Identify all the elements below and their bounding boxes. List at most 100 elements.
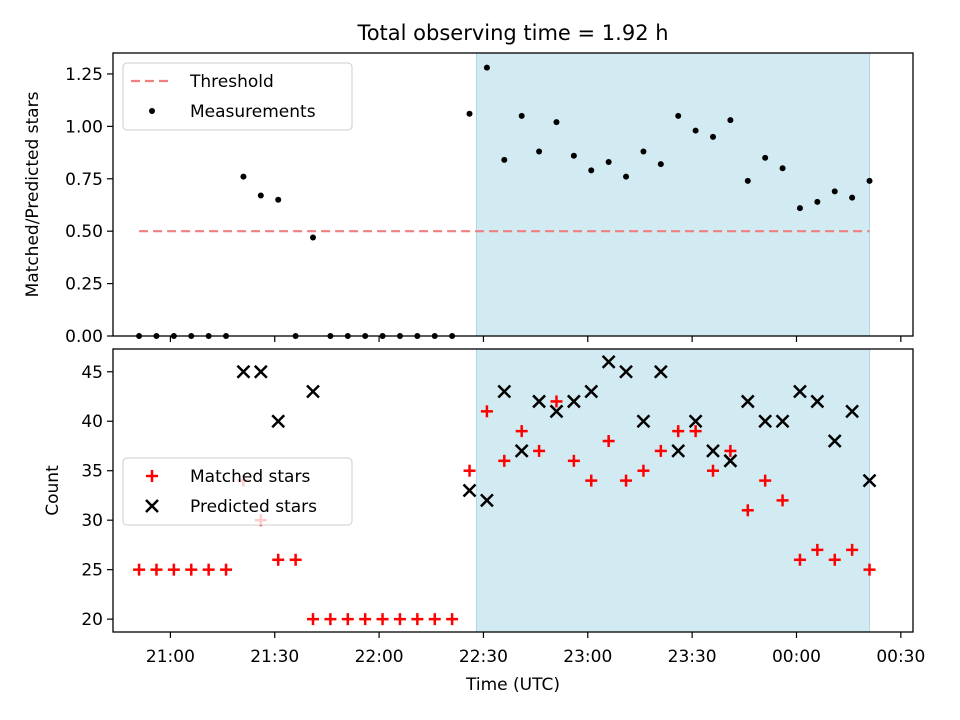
matched-star-marker [533, 444, 546, 457]
measurement-point [849, 194, 856, 201]
x-tick-label: 21:00 [146, 647, 195, 667]
measurement-point [727, 117, 734, 124]
measurement-point [483, 64, 490, 71]
top-panel: 0.00 0.25 0.50 0.75 1.00 1.25 Matched/Predicte… [23, 52, 914, 347]
measurement-point [831, 188, 838, 195]
matched-star-marker [289, 553, 302, 566]
legend-label: Measurements [190, 102, 316, 122]
predicted-star-marker [480, 493, 494, 508]
matched-star-marker [167, 563, 180, 576]
matched-star-marker [620, 474, 633, 487]
predicted-star-marker [306, 384, 320, 399]
marker-stroke [636, 414, 651, 429]
x-tick-label: 23:30 [668, 647, 717, 667]
predicted-star-marker [827, 434, 842, 448]
matched-star-marker [654, 444, 667, 457]
x-tick-label: 21:30 [250, 647, 299, 667]
y-axis-label: Count [43, 465, 63, 516]
marker-stroke [497, 384, 512, 399]
matched-star-marker [759, 474, 772, 487]
matched-star-marker [341, 613, 354, 626]
predicted-star-marker [514, 444, 529, 458]
x-axis-label: Time (UTC) [465, 675, 560, 695]
y-tick-label: 0.50 [65, 222, 103, 242]
marker-stroke [253, 364, 268, 379]
marker-stroke [619, 364, 633, 379]
measurement-point [796, 205, 803, 212]
y-tick-label: 0.00 [65, 327, 103, 347]
marker-stroke [740, 394, 755, 409]
measurement-point [257, 192, 264, 199]
marker-stroke [514, 444, 529, 458]
predicted-star-marker [236, 364, 251, 379]
matched-star-marker [689, 425, 702, 438]
predicted-star-marker [793, 384, 807, 399]
matched-star-marker [637, 464, 650, 477]
legend-label: Threshold [189, 72, 274, 92]
measurement-point [623, 173, 630, 180]
matched-star-marker [828, 553, 841, 566]
measurement-point [466, 110, 473, 117]
marker-stroke [566, 394, 581, 409]
measurement-point [518, 112, 525, 119]
marker-stroke [862, 473, 877, 488]
observing-window-shade [475, 52, 871, 337]
matched-star-marker [307, 613, 319, 626]
matched-star-marker [220, 563, 233, 576]
marker-stroke [549, 404, 564, 419]
predicted-star-marker [706, 444, 720, 458]
predicted-star-marker [653, 364, 668, 379]
axes-frame [112, 52, 914, 337]
measurement-point [240, 173, 247, 180]
matched-star-marker [133, 563, 146, 576]
marker-stroke [688, 414, 703, 429]
predicted-star-marker [271, 414, 286, 429]
measurement-point [779, 165, 786, 172]
matched-star-marker [707, 464, 719, 477]
y-tick-label: 20 [81, 610, 103, 630]
matched-star-marker [811, 543, 824, 556]
legend-predicted-swatch [145, 499, 159, 513]
marker-stroke [775, 414, 790, 429]
marker-stroke [793, 384, 807, 399]
y-tick-label: 30 [81, 511, 103, 531]
measurement-point [866, 177, 873, 184]
marker-stroke [601, 354, 616, 369]
matched-star-marker [672, 425, 685, 438]
predicted-star-marker [619, 364, 633, 379]
x-tick-label: 23:00 [563, 647, 612, 667]
measurement-point [675, 112, 682, 119]
matched-star-marker [480, 405, 493, 418]
legend-measurement-swatch [149, 108, 155, 114]
x-tick-label: 00:30 [876, 647, 925, 667]
marker-stroke [845, 404, 860, 419]
y-tick-label: 0.25 [65, 275, 103, 295]
legend-box [122, 457, 353, 526]
matched-star-marker [498, 454, 511, 467]
measurement-point [814, 198, 821, 205]
marker-stroke [653, 364, 668, 379]
predicted-star-marker [532, 394, 546, 409]
predicted-star-marker [688, 414, 703, 429]
measurement-point [553, 119, 560, 126]
matched-star-marker [150, 563, 163, 576]
marker-stroke [810, 394, 825, 409]
measurement-point [570, 152, 577, 159]
matched-star-marker [411, 613, 424, 626]
legend-label: Matched stars [190, 467, 310, 487]
measurement-point [692, 127, 699, 134]
matched-star-marker [724, 444, 737, 457]
y-tick-label: 45 [81, 363, 103, 383]
observing-window-shade [475, 348, 871, 633]
marker-stroke [723, 453, 738, 468]
measurement-point [710, 133, 716, 140]
matched-star-marker [793, 553, 806, 566]
marker-stroke [706, 444, 720, 458]
measurement-point [588, 167, 595, 174]
marker-stroke [306, 384, 320, 399]
predicted-star-marker [636, 414, 651, 429]
predicted-star-marker [775, 414, 790, 429]
matched-star-marker [463, 464, 476, 477]
measurement-point [501, 156, 508, 163]
